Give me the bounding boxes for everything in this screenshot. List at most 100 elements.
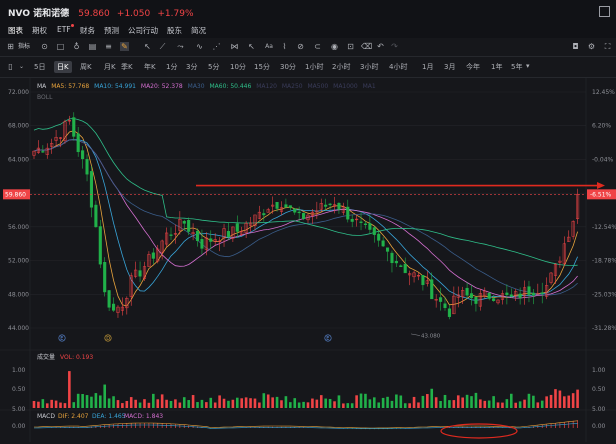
boll-label[interactable]: BOLL bbox=[37, 94, 53, 101]
period-12[interactable]: 1小时 bbox=[305, 63, 324, 71]
volume-bar bbox=[302, 401, 305, 408]
settings-icon[interactable]: ⚙ bbox=[587, 42, 596, 51]
cursor-icon[interactable]: ↖ bbox=[144, 42, 151, 51]
period-more-chevron-icon[interactable]: ▾ bbox=[526, 62, 530, 70]
period-15[interactable]: 4小时 bbox=[389, 63, 408, 71]
volume-bar bbox=[540, 400, 544, 408]
period-4[interactable]: 季K bbox=[121, 63, 133, 71]
period-17[interactable]: 3月 bbox=[444, 63, 456, 71]
ma-legend-item-5[interactable]: MA120 bbox=[254, 83, 277, 90]
magnet-icon[interactable]: ⊂ bbox=[314, 42, 321, 51]
brush-icon[interactable]: ⌇ bbox=[282, 42, 287, 51]
draw-mode-icon[interactable]: ✎ bbox=[120, 42, 129, 51]
rectangle-icon[interactable]: □ bbox=[56, 42, 65, 51]
tab-options[interactable]: 期权 bbox=[32, 26, 47, 35]
candle-body bbox=[337, 202, 341, 210]
volume-bar bbox=[319, 395, 323, 408]
candle-body bbox=[138, 270, 142, 277]
arrow-icon[interactable]: ↖ bbox=[248, 42, 255, 51]
ma-legend-item-7[interactable]: MA500 bbox=[305, 83, 329, 90]
tab-forecast[interactable]: 预测 bbox=[104, 26, 119, 35]
indicator-button-label[interactable]: 指标 bbox=[17, 43, 30, 50]
list-icon[interactable]: ≡ bbox=[105, 42, 112, 51]
gift-icon[interactable]: ♁ bbox=[73, 42, 80, 51]
fullscreen-icon[interactable]: ⛶ bbox=[604, 42, 611, 51]
period-18[interactable]: 今年 bbox=[466, 63, 480, 71]
period-1[interactable]: 日K bbox=[54, 61, 72, 73]
chart-area[interactable]: 72.00012.45%68.0006.20%64.000-0.04%60.00… bbox=[0, 78, 616, 442]
ma-legend-item-1[interactable]: MA10: 54.991 bbox=[92, 83, 136, 90]
tab-financials[interactable]: 财务 bbox=[80, 26, 95, 35]
volume-bar bbox=[386, 396, 389, 408]
period-19[interactable]: 1年 bbox=[491, 63, 503, 71]
ma-legend-item-2[interactable]: MA20: 52.378 bbox=[138, 83, 183, 90]
ma-legend-item-0[interactable]: MA5: 57.768 bbox=[51, 83, 90, 90]
candle-body bbox=[500, 293, 505, 300]
period-8[interactable]: 5分 bbox=[208, 63, 220, 71]
redo-icon[interactable]: ↷ bbox=[391, 42, 398, 51]
event-marker-label: D bbox=[106, 336, 110, 342]
period-5[interactable]: 年K bbox=[144, 63, 156, 71]
period-10[interactable]: 15分 bbox=[254, 63, 270, 71]
lock-icon[interactable]: ⊡ bbox=[347, 42, 354, 51]
volume-bar bbox=[116, 400, 120, 408]
candle-body bbox=[425, 280, 429, 284]
candle-body bbox=[173, 233, 177, 235]
period-13[interactable]: 2小时 bbox=[332, 63, 351, 71]
volume-bar bbox=[328, 398, 332, 408]
horizontal-line-icon[interactable]: ⤳ bbox=[177, 42, 184, 51]
tab-chart[interactable]: 图表 bbox=[8, 26, 23, 40]
volume-bar bbox=[45, 403, 49, 408]
indicator-icon[interactable]: ⊞ bbox=[7, 42, 14, 51]
period-20[interactable]: 5年 bbox=[511, 63, 523, 71]
period-14[interactable]: 3小时 bbox=[360, 63, 379, 71]
event-marker bbox=[104, 334, 112, 342]
tab-shareholders[interactable]: 股东 bbox=[167, 26, 182, 35]
crosshair-icon[interactable]: ⊙ bbox=[41, 42, 48, 51]
period-2[interactable]: 周K bbox=[80, 63, 92, 71]
pattern-icon[interactable]: ⋈ bbox=[230, 42, 239, 51]
candle-body bbox=[129, 275, 133, 297]
period-9[interactable]: 10分 bbox=[230, 63, 246, 71]
ma-legend-item-3[interactable]: MA30 bbox=[185, 83, 205, 90]
price-tick-label: 44.000 bbox=[8, 325, 29, 332]
channel-icon[interactable]: ⋰ bbox=[212, 42, 221, 51]
candle-body bbox=[302, 213, 306, 219]
trash-icon[interactable]: ⌫ bbox=[361, 42, 373, 51]
ma-legend-item-9[interactable]: MA1 bbox=[360, 83, 376, 90]
candle-body bbox=[244, 223, 248, 234]
text-tool-icon[interactable]: Aa bbox=[265, 43, 273, 50]
fib-icon[interactable]: ∿ bbox=[196, 42, 203, 51]
trend-line-icon[interactable]: ⟋ bbox=[159, 42, 166, 51]
period-3[interactable]: 月K bbox=[104, 63, 116, 71]
volume-bar bbox=[359, 393, 363, 408]
section-tabs: 图表 期权 ETF 财务 预测 公司行动 股东 简况 bbox=[0, 22, 616, 40]
sidebar-toggle-icon[interactable]: ▯ bbox=[8, 62, 13, 71]
tab-profile[interactable]: 简况 bbox=[191, 26, 206, 35]
layout-icon[interactable]: ▤ bbox=[88, 42, 97, 51]
camera-icon[interactable]: ◘ bbox=[572, 42, 579, 51]
ma-legend-item-6[interactable]: MA250 bbox=[279, 83, 303, 90]
volume-bar bbox=[479, 399, 482, 408]
ma-legend-item-4[interactable]: MA60: 50.446 bbox=[207, 83, 252, 90]
external-window-icon[interactable] bbox=[599, 6, 610, 17]
stock-chart-svg[interactable]: 72.00012.45%68.0006.20%64.000-0.04%60.00… bbox=[0, 78, 616, 442]
undo-icon[interactable]: ↶ bbox=[377, 42, 384, 51]
pct-tick-label: -12.54% bbox=[592, 224, 616, 231]
period-6[interactable]: 1分 bbox=[166, 63, 178, 71]
tab-etf[interactable]: ETF bbox=[57, 24, 74, 34]
period-0[interactable]: 5日 bbox=[34, 63, 46, 71]
volume-bar bbox=[536, 402, 540, 408]
volume-bar bbox=[474, 392, 478, 408]
period-7[interactable]: 3分 bbox=[186, 63, 198, 71]
eye-icon[interactable]: ◉ bbox=[331, 42, 338, 51]
candle-body bbox=[156, 248, 160, 262]
quote-header: NVO 诺和诺德 59.860 +1.050 +1.79% bbox=[0, 0, 616, 22]
ma-legend-item-8[interactable]: MA1000 bbox=[331, 83, 358, 90]
tab-corporate-actions[interactable]: 公司行动 bbox=[128, 26, 158, 35]
period-16[interactable]: 1月 bbox=[422, 63, 434, 71]
chevron-down-icon[interactable]: ⌄ bbox=[18, 63, 25, 70]
period-11[interactable]: 30分 bbox=[280, 63, 296, 71]
candle-body bbox=[151, 252, 155, 259]
measure-icon[interactable]: ⊘ bbox=[297, 42, 304, 51]
